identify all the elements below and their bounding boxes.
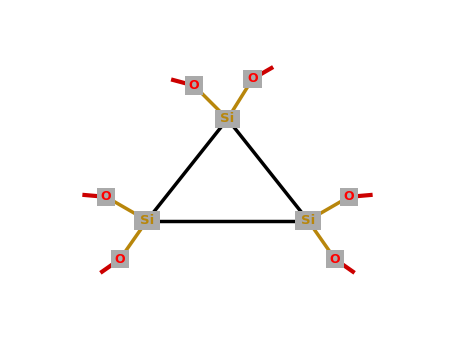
Text: Si: Si: [220, 112, 235, 126]
FancyBboxPatch shape: [295, 211, 321, 230]
FancyBboxPatch shape: [326, 250, 344, 268]
FancyBboxPatch shape: [185, 77, 203, 95]
Text: O: O: [247, 72, 258, 85]
Text: O: O: [115, 253, 125, 266]
FancyBboxPatch shape: [340, 188, 358, 206]
FancyBboxPatch shape: [111, 250, 129, 268]
Text: O: O: [344, 190, 354, 203]
Text: O: O: [330, 253, 340, 266]
FancyBboxPatch shape: [97, 188, 115, 206]
Text: Si: Si: [301, 214, 315, 227]
FancyBboxPatch shape: [243, 70, 262, 88]
FancyBboxPatch shape: [215, 110, 240, 128]
Text: Si: Si: [140, 214, 154, 227]
FancyBboxPatch shape: [134, 211, 160, 230]
Text: O: O: [189, 79, 199, 92]
Text: O: O: [101, 190, 111, 203]
